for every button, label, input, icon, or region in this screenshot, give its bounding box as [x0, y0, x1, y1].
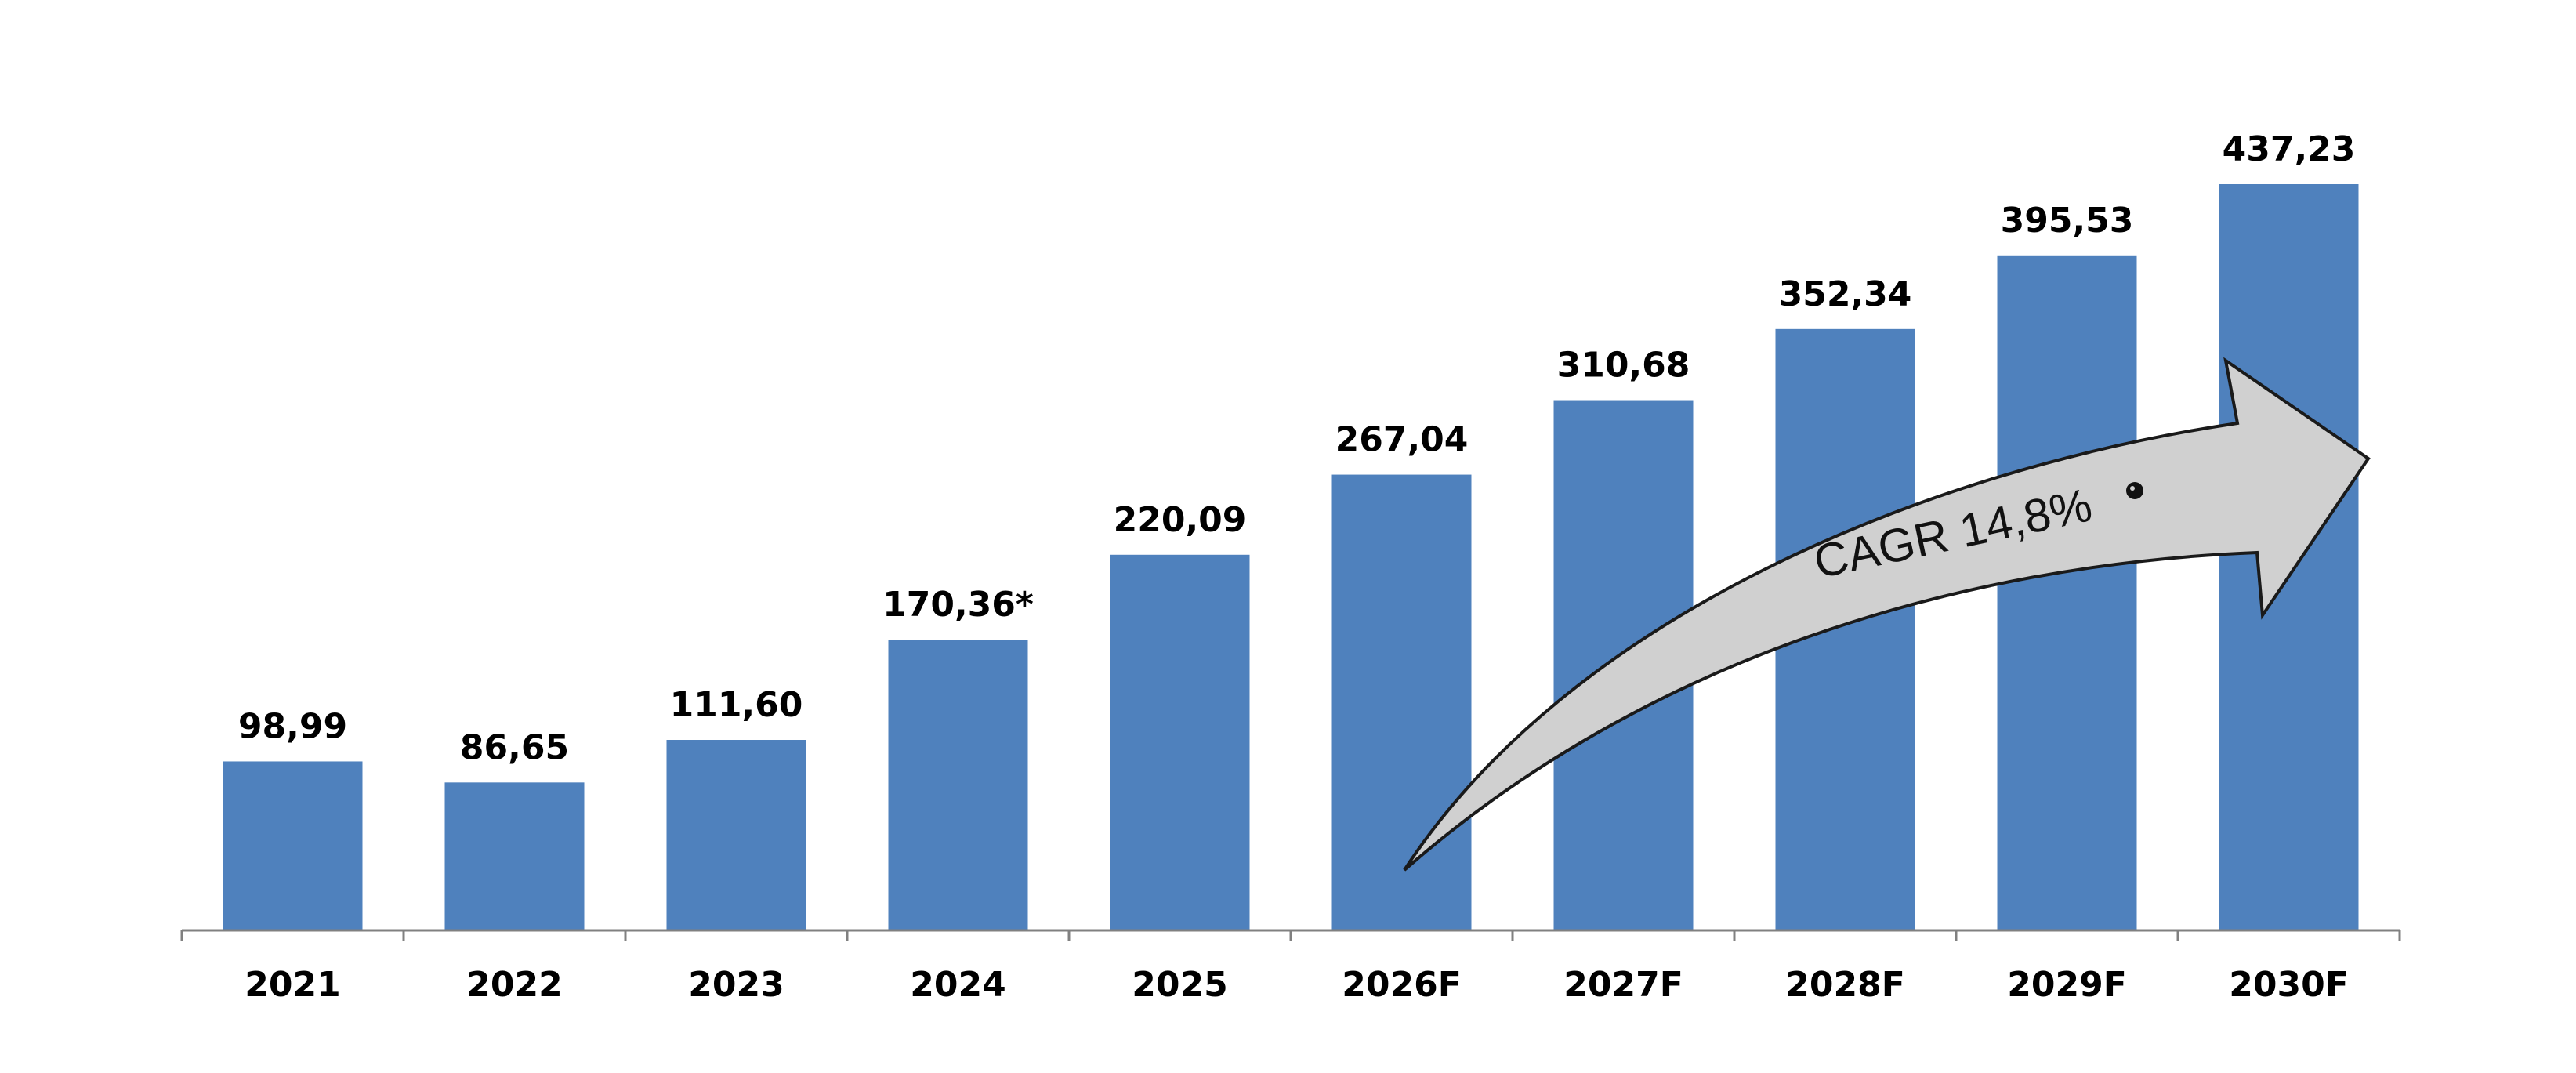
- bar-2025: [1110, 554, 1250, 930]
- value-label-2024: 170,36*: [882, 585, 1034, 625]
- tick-label-2024: 2024: [910, 965, 1005, 1005]
- bar-2022: [444, 782, 585, 930]
- tick-label-2029F: 2029F: [2007, 965, 2127, 1005]
- cagr-dot-icon: [2126, 482, 2143, 499]
- tick-label-2025: 2025: [1132, 965, 1227, 1005]
- tick-label-2023: 2023: [688, 965, 784, 1005]
- bar-2023: [666, 740, 806, 930]
- tick-label-2021: 2021: [245, 965, 340, 1005]
- value-label-2027F: 310,68: [1557, 346, 1690, 386]
- bars-group: [223, 184, 2359, 930]
- value-label-2028F: 352,34: [1779, 274, 1912, 314]
- tick-label-2027F: 2027F: [1563, 965, 1683, 1005]
- value-labels-group: 98,99 86,65 111,60 170,36* 220,09 267,04 310,6…: [238, 129, 2355, 767]
- value-label-2029F: 395,53: [2001, 201, 2134, 241]
- value-label-2026F: 267,04: [1335, 420, 1469, 460]
- tick-label-2030F: 2030F: [2229, 965, 2349, 1005]
- value-label-2022: 86,65: [460, 727, 569, 767]
- bar-2021: [223, 761, 363, 930]
- x-axis-ticks: [180, 930, 2401, 941]
- cagr-arrow-annotation: CAGR 14,8%: [1403, 357, 2371, 872]
- value-label-2021: 98,99: [238, 706, 347, 746]
- value-label-2023: 111,60: [670, 685, 803, 725]
- x-axis-tick-labels: 2021 2022 2023 2024 2025 2026F 2027F 2028F 2029F…: [245, 965, 2349, 1005]
- cagr-dot-highlight: [2130, 486, 2135, 491]
- bar-2026F: [1331, 474, 1472, 930]
- value-label-2025: 220,09: [1114, 500, 1247, 540]
- value-label-2030F: 437,23: [2223, 129, 2356, 169]
- tick-label-2022: 2022: [466, 965, 562, 1005]
- bar-2024: [888, 640, 1028, 930]
- bar-2029F: [1997, 255, 2137, 930]
- tick-label-2028F: 2028F: [1785, 965, 1905, 1005]
- tick-label-2026F: 2026F: [1342, 965, 1462, 1005]
